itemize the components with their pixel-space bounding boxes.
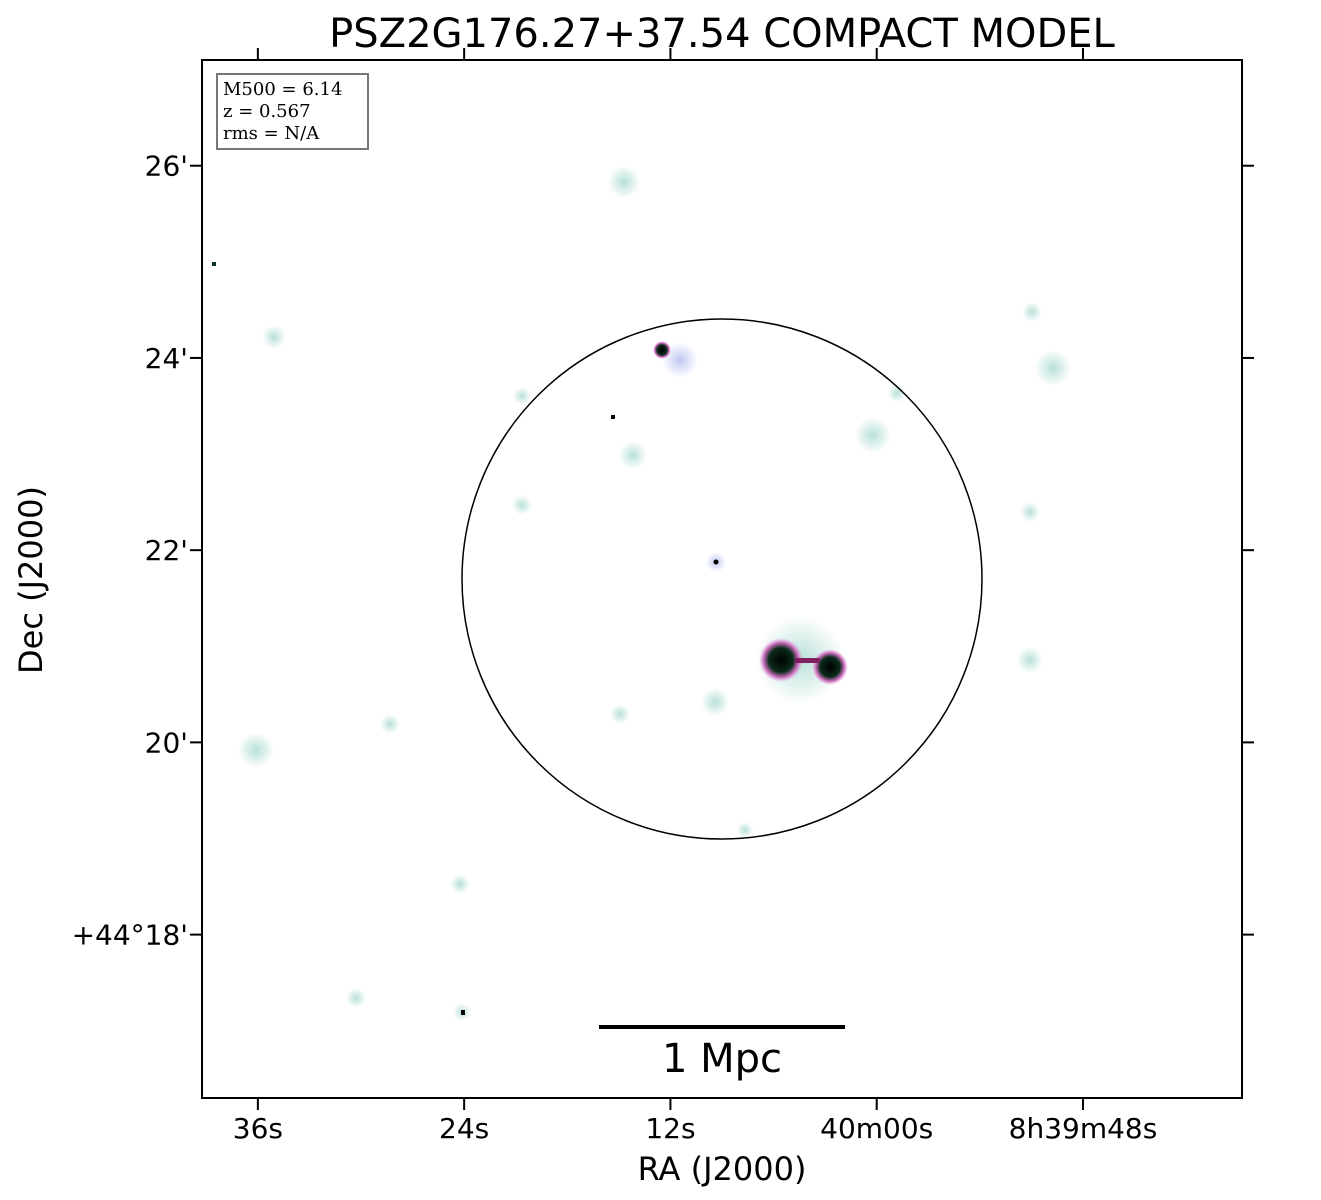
x-tick-label: 8h39m48s xyxy=(1009,1112,1158,1145)
info-text: rms = N/A xyxy=(223,123,320,144)
x-tick-label: 12s xyxy=(645,1112,695,1145)
chart-title: PSZ2G176.27+37.54 COMPACT MODEL xyxy=(329,11,1115,57)
y-tick-label: 22' xyxy=(145,534,188,567)
sky-image xyxy=(212,166,1071,1021)
x-axis-label: RA (J2000) xyxy=(638,1150,807,1188)
info-text: z = 0.567 xyxy=(223,101,311,122)
y-tick-label: 20' xyxy=(145,726,188,759)
info-text: M500 = 6.14 xyxy=(223,79,342,100)
scale-bar-label: 1 Mpc xyxy=(662,1036,782,1082)
aperture-circle xyxy=(461,318,983,840)
y-tick-label: 26' xyxy=(145,150,188,183)
x-tick-label: 36s xyxy=(233,1112,283,1145)
x-tick-label: 40m00s xyxy=(820,1112,933,1145)
y-tick-label: 24' xyxy=(145,342,188,375)
y-tick-label: +44°18' xyxy=(72,919,188,952)
info-box xyxy=(216,73,369,150)
plot-frame xyxy=(201,59,1243,1099)
y-axis-label: Dec (J2000) xyxy=(12,486,50,674)
x-tick-label: 24s xyxy=(439,1112,489,1145)
